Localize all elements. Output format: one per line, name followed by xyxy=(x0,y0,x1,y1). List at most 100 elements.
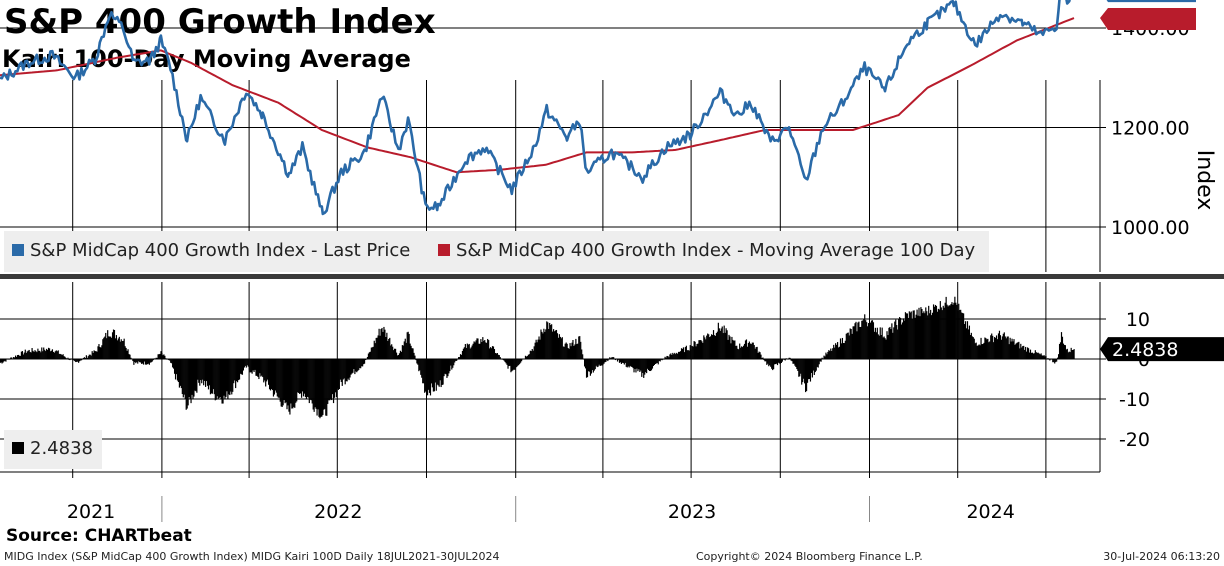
kairi-bar xyxy=(407,331,409,359)
kairi-bar xyxy=(343,359,345,379)
kairi-bar xyxy=(674,352,676,359)
kairi-bar xyxy=(158,354,160,359)
kairi-bar xyxy=(184,359,186,400)
kairi-bar xyxy=(0,359,1,364)
kairi-bar xyxy=(51,349,54,359)
kairi-bar xyxy=(901,322,904,359)
kairi-bar xyxy=(848,335,850,359)
kairi-bar xyxy=(636,359,638,369)
kairi-bar xyxy=(771,359,773,369)
kairi-bar xyxy=(320,359,322,417)
kairi-bar xyxy=(246,359,248,366)
kairi-bar xyxy=(306,359,308,397)
kairi-bar xyxy=(267,359,269,380)
kairi-bar xyxy=(391,344,393,359)
kairi-bar xyxy=(420,359,422,375)
kairi-bar xyxy=(271,359,274,391)
kairi-bar xyxy=(591,359,593,371)
kairi-bar xyxy=(697,343,699,359)
kairi-bar xyxy=(582,354,584,359)
kairi-bar xyxy=(1062,343,1065,359)
kairi-bar xyxy=(98,344,100,359)
kairi-bar xyxy=(487,338,489,359)
kairi-bar xyxy=(520,359,522,363)
kairi-bar xyxy=(496,353,498,359)
kairi-bar xyxy=(766,359,768,365)
kairi-bar xyxy=(511,359,513,372)
kairi-bar xyxy=(364,359,367,361)
kairi-bar xyxy=(233,359,235,384)
kairi-bar xyxy=(746,346,749,359)
kairi-bar xyxy=(360,359,362,369)
kairi-bar xyxy=(499,357,501,359)
kairi-bar xyxy=(424,359,426,393)
kairi-bar xyxy=(922,313,924,359)
kairi-bar xyxy=(403,341,405,359)
kairi-bar xyxy=(303,359,306,394)
kairi-bar xyxy=(980,337,982,359)
kairi-bar xyxy=(373,340,375,359)
kairi-bar xyxy=(24,349,26,359)
kairi-bar xyxy=(715,333,718,359)
kairi-bar xyxy=(506,359,508,365)
kairi-bar xyxy=(937,308,939,359)
kairi-bar xyxy=(4,359,6,361)
kairi-bar xyxy=(678,351,681,359)
kairi-bar xyxy=(563,346,565,359)
kairi-bar xyxy=(90,355,92,359)
kairi-bar xyxy=(37,348,39,359)
kairi-bar xyxy=(632,359,634,369)
kairi-bar xyxy=(299,359,301,394)
kairi-bar xyxy=(733,340,735,359)
kairi-bar xyxy=(309,359,311,400)
kairi-bar xyxy=(809,359,812,382)
kairi-bar xyxy=(1015,343,1017,359)
kairi-bar xyxy=(1041,355,1043,359)
kairi-bar xyxy=(253,359,255,373)
kairi-bar xyxy=(619,359,622,363)
kairi-bar xyxy=(466,343,468,359)
kairi-bar xyxy=(96,351,98,359)
kairi-bar xyxy=(789,357,791,359)
kairi-bar xyxy=(589,359,592,376)
kairi-bar xyxy=(719,330,721,359)
kairi-bar xyxy=(359,359,361,369)
kairi-bar xyxy=(1055,359,1057,363)
kairi-bar xyxy=(577,343,579,359)
kairi-bar xyxy=(859,327,861,359)
kairi-bar xyxy=(997,333,1000,359)
kairi-bar xyxy=(236,359,238,382)
kairi-bar xyxy=(558,334,560,359)
kairi-bar xyxy=(884,338,886,359)
kairi-bar xyxy=(918,307,920,359)
kairi-bar xyxy=(542,333,544,359)
kairi-bar xyxy=(494,353,497,359)
kairi-bar xyxy=(455,359,457,361)
kairi-bar xyxy=(574,344,576,359)
kairi-bar xyxy=(353,359,355,370)
kairi-bar xyxy=(695,346,697,359)
kairi-bar xyxy=(615,359,617,361)
kairi-bar xyxy=(649,359,652,372)
kairi-bar xyxy=(905,313,908,359)
kairi-bar xyxy=(160,351,162,359)
kairi-bar xyxy=(1045,356,1047,359)
kairi-bar xyxy=(475,340,477,359)
kairi-bar xyxy=(816,359,818,367)
kairi-bar xyxy=(795,359,797,368)
kairi-bar xyxy=(544,331,546,359)
kairi-bar xyxy=(62,354,64,359)
kairi-bar xyxy=(55,350,57,359)
kairi-bar xyxy=(1032,353,1034,359)
kairi-bar xyxy=(756,346,758,359)
kairi-bar xyxy=(607,359,609,362)
kairi-bar xyxy=(819,359,821,362)
kairi-bar xyxy=(22,354,24,359)
kairi-bar xyxy=(667,356,669,359)
kairi-bar xyxy=(996,339,999,359)
kairi-bar xyxy=(324,359,326,409)
kairi-bar xyxy=(273,359,276,395)
kairi-bar xyxy=(337,359,339,390)
kairi-bar xyxy=(590,359,592,374)
kairi-bar xyxy=(84,357,86,359)
